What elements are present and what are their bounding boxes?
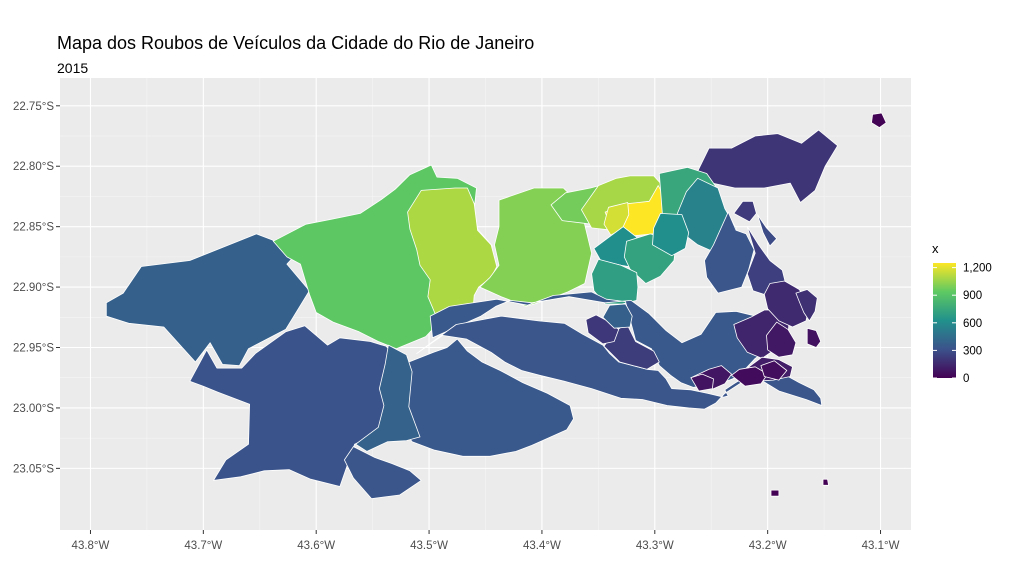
y-tick-label: 22.85°S <box>13 222 54 234</box>
region-leblon <box>760 360 788 381</box>
region-grota-funda <box>355 344 421 452</box>
region-santa-teresa <box>795 289 818 322</box>
legend-label: 0 <box>963 373 969 385</box>
region-paqueta <box>871 112 887 128</box>
regions-layer <box>105 112 887 500</box>
x-tick-label: 43.5°W <box>410 540 448 552</box>
x-axis: 43.8°W 43.7°W 43.6°W 43.5°W 43.4°W 43.3°W 43.2… <box>72 530 900 552</box>
legend-ticks: 1,200 900 600 300 0 <box>933 263 992 385</box>
region-ilha-do-governador <box>696 129 838 203</box>
region-guaratiba <box>105 233 310 367</box>
legend: x 1,200 900 600 300 0 <box>932 241 992 385</box>
region-jacarepagua <box>429 291 769 388</box>
region-ilha-rasa <box>770 489 780 497</box>
y-tick-label: 22.95°S <box>13 343 54 355</box>
region-tijuca <box>585 314 620 345</box>
chart-subtitle: 2015 <box>57 60 89 76</box>
region-ilha-cagarras <box>822 478 829 486</box>
x-tick-label: 43.8°W <box>72 540 110 552</box>
legend-label: 600 <box>963 318 982 330</box>
y-tick-label: 22.90°S <box>13 282 54 294</box>
y-tick-label: 23.05°S <box>13 463 54 475</box>
region-maduro <box>757 214 778 247</box>
legend-colorbar <box>933 263 956 378</box>
region-meier <box>602 303 633 329</box>
x-tick-label: 43.1°W <box>862 540 900 552</box>
x-tick-label: 43.4°W <box>523 540 561 552</box>
region-ilha-do-fundao <box>733 200 757 223</box>
region-urca <box>806 327 822 348</box>
x-tick-label: 43.7°W <box>184 540 222 552</box>
legend-label: 1,200 <box>963 263 992 275</box>
region-flamengo <box>766 321 797 358</box>
chart-title: Mapa dos Roubos de Veículos da Cidade do… <box>57 33 535 53</box>
region-bras-de-pina <box>652 212 690 257</box>
region-mare <box>704 211 755 294</box>
y-tick-label: 23.00°S <box>13 403 54 415</box>
region-barra-sul <box>343 446 422 500</box>
y-tick-label: 22.80°S <box>13 161 54 173</box>
legend-title: x <box>932 241 939 256</box>
x-tick-label: 43.3°W <box>636 540 674 552</box>
x-tick-label: 43.2°W <box>749 540 787 552</box>
y-tick-label: 22.75°S <box>13 101 54 113</box>
region-recreio <box>416 315 823 410</box>
legend-label: 300 <box>963 345 982 357</box>
y-axis: 22.75°S 22.80°S 22.85°S 22.90°S 22.95°S 23.00… <box>13 101 60 475</box>
region-sao-conrado <box>690 373 714 392</box>
x-tick-label: 43.6°W <box>297 540 335 552</box>
legend-label: 900 <box>963 290 982 302</box>
